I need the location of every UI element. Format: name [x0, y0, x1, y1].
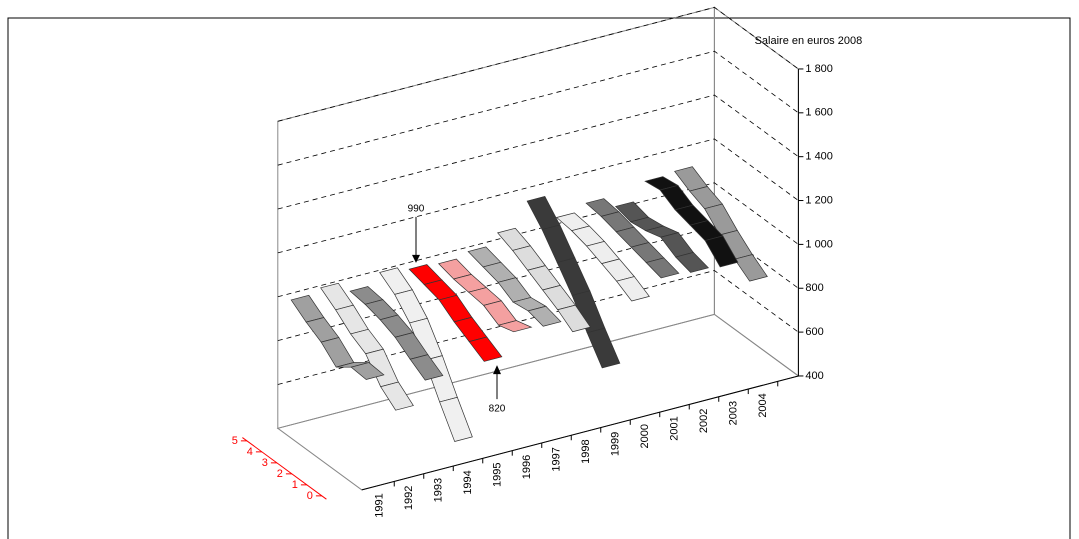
x-tick-label: 2004: [757, 393, 769, 417]
grid-line: [277, 50, 799, 166]
ribbon-segment: [586, 327, 621, 369]
y-tick-label: 1 600: [805, 107, 833, 119]
x-tick-label: 1991: [373, 493, 385, 517]
x-tick-label: 1995: [491, 463, 503, 487]
x-tick-label: 2000: [639, 424, 651, 448]
grid-line: [277, 6, 799, 122]
y-tick-label: 1 400: [805, 151, 833, 163]
ribbon-segment: [497, 320, 533, 333]
ribbon-segment: [380, 381, 414, 411]
ribbon-segment: [557, 304, 591, 333]
ribbon-segment: [335, 304, 369, 335]
z-tick-label: 2: [277, 468, 283, 480]
x-tick-label: 1997: [550, 447, 562, 471]
ribbon-segment: [616, 276, 650, 302]
x-tick-label: 1994: [462, 470, 474, 494]
ribbon-segment: [541, 224, 576, 263]
ribbon-segment: [320, 337, 355, 368]
x-tick-label: 1996: [521, 455, 533, 479]
x-axis: [361, 375, 799, 491]
ribbon-segment: [468, 336, 503, 362]
ribbon-segment: [527, 305, 562, 327]
ribbon-segment: [290, 294, 325, 323]
annotation-arrowhead: [412, 254, 420, 263]
ribbon-segment: [320, 282, 354, 311]
y-tick-label: 400: [805, 370, 823, 382]
z-tick-label: 4: [247, 446, 253, 458]
x-tick-label: 1992: [403, 486, 415, 510]
y-tick-label: 1 200: [805, 194, 833, 206]
y-tick-label: 1 000: [805, 238, 833, 250]
ribbon-segment: [409, 354, 444, 381]
ribbon-segment: [526, 196, 561, 231]
ribbon-segment: [379, 267, 413, 295]
side-wall: [713, 6, 799, 377]
ribbon-segment: [704, 235, 739, 268]
data-label: 820: [489, 404, 506, 415]
ribbon-segment: [439, 396, 473, 442]
ribbon-segment: [350, 362, 385, 380]
x-tick-label: 1993: [432, 478, 444, 502]
x-tick-label: 1998: [580, 439, 592, 463]
ribbon-segment: [734, 254, 768, 282]
z-tick-label: 5: [232, 435, 238, 447]
y-axis-label: Salaire en euros 2008: [755, 35, 863, 47]
annotation-arrowhead: [493, 365, 501, 375]
grid-line: [277, 138, 799, 254]
x-tick-label: 2002: [698, 409, 710, 433]
ribbon-segment: [674, 252, 710, 273]
ribbon-segment: [438, 294, 473, 323]
grid-line: [277, 94, 799, 210]
grid-line: [277, 226, 799, 341]
y-tick-label: 1 800: [805, 63, 833, 75]
chart-frame: [7, 17, 1071, 539]
data-label: 990: [408, 203, 425, 214]
ribbon-segment: [645, 257, 680, 279]
z-tick-label: 3: [262, 457, 268, 469]
y-tick-label: 800: [805, 282, 823, 294]
x-tick-label: 2001: [668, 416, 680, 440]
grid-line: [277, 182, 799, 298]
x-tick-label: 1999: [609, 432, 621, 456]
x-tick-label: 2003: [727, 401, 739, 425]
y-tick-label: 600: [805, 326, 823, 338]
z-tick-label: 1: [292, 479, 298, 491]
z-tick-label: 0: [307, 490, 313, 502]
z-axis: [242, 437, 327, 500]
grid-line: [277, 270, 799, 385]
